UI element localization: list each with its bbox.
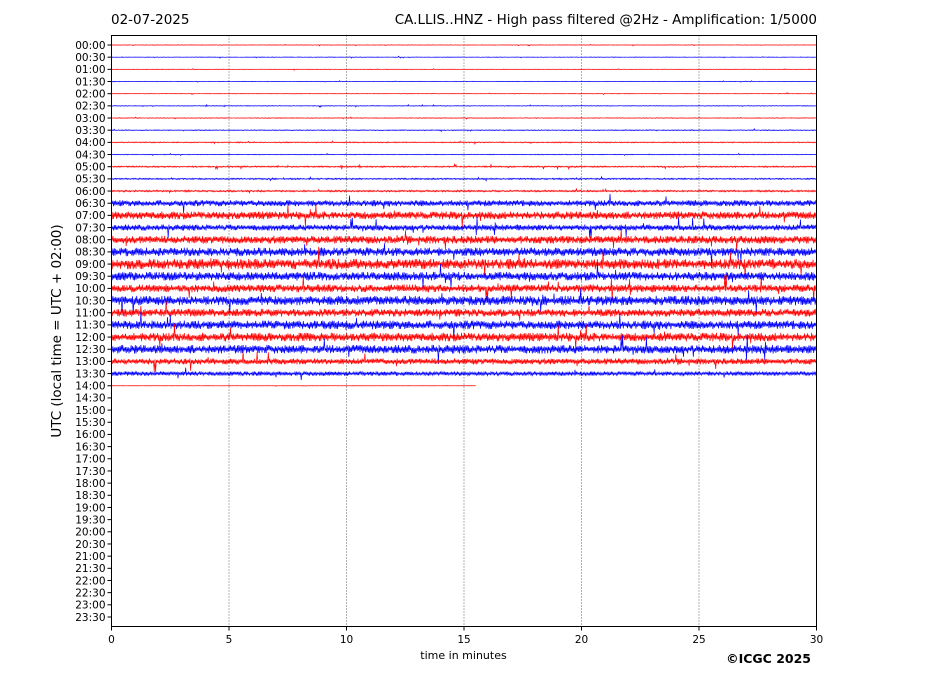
y-tick-label: 11:00 [75, 308, 105, 320]
y-tick-label: 19:00 [75, 502, 105, 514]
x-tick-label: 30 [810, 634, 823, 646]
y-tick-label: 22:30 [75, 587, 105, 599]
y-tick-label: 07:00 [75, 210, 105, 222]
y-tick-label: 14:30 [75, 393, 105, 405]
x-tick-label: 10 [340, 634, 353, 646]
y-tick-label: 18:30 [75, 490, 105, 502]
y-tick-label: 00:30 [75, 52, 105, 64]
y-tick-label: 23:00 [75, 600, 105, 612]
trace-0930 [111, 262, 817, 289]
y-axis-ticks: 00:0000:3001:0001:3002:0002:3003:0003:30… [75, 40, 112, 624]
y-tick-label: 20:30 [75, 539, 105, 551]
y-tick-label: 12:30 [75, 344, 105, 356]
y-tick-label: 16:00 [75, 429, 105, 441]
trace-0500 [111, 162, 817, 171]
y-tick-label: 22:00 [75, 575, 105, 587]
trace-0630 [111, 193, 817, 214]
y-tick-label: 21:30 [75, 563, 105, 575]
y-tick-label: 08:30 [75, 247, 105, 259]
trace-1330 [111, 367, 817, 381]
y-tick-label: 08:00 [75, 235, 105, 247]
x-tick-label: 5 [226, 634, 233, 646]
y-tick-label: 17:00 [75, 454, 105, 466]
y-tick-label: 09:30 [75, 271, 105, 283]
y-axis-label: UTC (local time = UTC + 02:00) [49, 224, 65, 438]
plot-frame [111, 35, 817, 627]
y-tick-label: 02:30 [75, 101, 105, 113]
y-tick-label: 12:00 [75, 332, 105, 344]
y-tick-label: 10:30 [75, 295, 105, 307]
x-tick-label: 25 [692, 634, 705, 646]
trace-0730 [111, 216, 817, 239]
y-tick-label: 11:30 [75, 320, 105, 332]
y-tick-label: 06:30 [75, 198, 105, 210]
y-tick-label: 07:30 [75, 222, 105, 234]
x-tick-label: 20 [575, 634, 588, 646]
trace-0530 [111, 175, 817, 182]
trace-0300 [111, 116, 817, 120]
date-label: 02-07-2025 [111, 12, 190, 28]
y-tick-label: 02:00 [75, 88, 105, 100]
y-tick-label: 06:00 [75, 186, 105, 198]
trace-0200 [111, 92, 817, 96]
y-tick-label: 19:30 [75, 514, 105, 526]
y-tick-label: 04:00 [75, 137, 105, 149]
trace-0400 [111, 140, 817, 145]
trace-0900 [111, 246, 817, 280]
y-tick-label: 00:00 [75, 40, 105, 52]
y-tick-label: 15:30 [75, 417, 105, 429]
y-tick-label: 09:00 [75, 259, 105, 271]
y-tick-label: 03:30 [75, 125, 105, 137]
trace-0230 [111, 103, 817, 108]
trace-1400 [111, 385, 476, 387]
y-tick-label: 10:00 [75, 283, 105, 295]
x-tick-label: 15 [457, 634, 470, 646]
y-tick-label: 05:30 [75, 174, 105, 186]
y-tick-label: 16:30 [75, 441, 105, 453]
y-tick-label: 01:30 [75, 76, 105, 88]
y-tick-label: 17:30 [75, 466, 105, 478]
y-tick-label: 18:00 [75, 478, 105, 490]
y-tick-label: 13:00 [75, 356, 105, 368]
x-axis-ticks: 0 5 10 15 20 25 30 [108, 626, 823, 646]
x-tick-label: 0 [108, 634, 115, 646]
trace-0430 [111, 152, 817, 157]
vertical-gridlines [228, 35, 700, 627]
x-axis-label: time in minutes [420, 649, 507, 662]
y-tick-label: 14:00 [75, 381, 105, 393]
trace-0600 [111, 187, 817, 194]
y-tick-label: 01:00 [75, 64, 105, 76]
y-tick-label: 23:30 [75, 612, 105, 624]
y-tick-label: 13:30 [75, 368, 105, 380]
y-tick-label: 03:00 [75, 113, 105, 125]
trace-0330 [111, 127, 817, 133]
y-tick-label: 20:00 [75, 527, 105, 539]
y-tick-label: 15:00 [75, 405, 105, 417]
y-tick-label: 21:00 [75, 551, 105, 563]
y-tick-label: 05:00 [75, 162, 105, 174]
copyright-credit: ©ICGC 2025 [726, 651, 811, 666]
y-tick-label: 04:30 [75, 149, 105, 161]
chart-title: CA.LLIS..HNZ - High pass filtered @2Hz -… [394, 12, 817, 28]
trace-1100 [111, 301, 817, 321]
